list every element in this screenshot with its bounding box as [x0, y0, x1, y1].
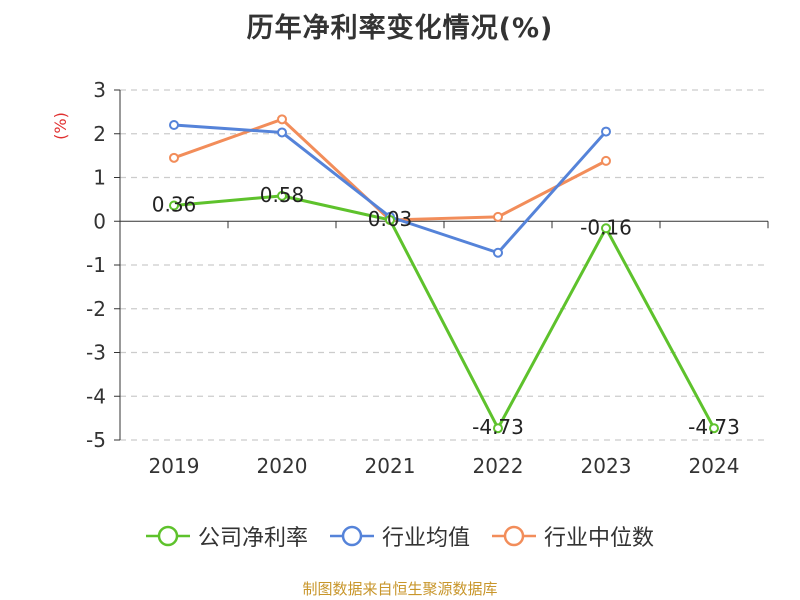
legend: 公司净利率 行业均值 行业中位数: [0, 520, 800, 552]
data-point: [169, 200, 179, 211]
x-tick-label: 2020: [257, 454, 308, 478]
y-tick-label: 1: [93, 166, 106, 190]
y-tick-label: -2: [86, 297, 106, 321]
y-axis-label: (%): [51, 112, 70, 140]
x-tick-label: 2024: [689, 454, 740, 478]
x-tick-label: 2019: [149, 454, 200, 478]
data-point: [709, 423, 719, 434]
series-line: [173, 194, 716, 430]
y-tick-label: 2: [93, 122, 106, 146]
data-point: [493, 423, 503, 434]
data-point: [277, 127, 287, 138]
legend-marker: [503, 525, 525, 547]
legend-marker: [157, 525, 179, 547]
series-line: [173, 123, 608, 255]
data-point: [493, 247, 503, 258]
legend-label: 行业均值: [381, 526, 470, 551]
legend-label: 行业中位数: [544, 526, 655, 551]
legend-item[interactable]: 行业均值: [329, 520, 470, 552]
data-point: [493, 211, 503, 222]
y-tick-label: 3: [93, 78, 106, 102]
data-point: [169, 120, 179, 130]
data-point: [169, 152, 179, 163]
legend-swatch-icon: [329, 525, 374, 547]
grid-lines: [120, 89, 768, 441]
data-label: 0.58: [260, 183, 305, 207]
legend-swatch-icon: [145, 525, 190, 547]
data-point: [277, 114, 287, 125]
data-point: [277, 190, 287, 201]
x-tick-label: 2023: [581, 454, 632, 478]
data-label: 0.03: [368, 207, 413, 231]
data-point: [601, 155, 611, 166]
data-label: -4.73: [688, 415, 740, 439]
source-note: 制图数据来自恒生聚源数据库: [302, 580, 498, 598]
data-label: -4.73: [472, 415, 524, 439]
data-label: -0.16: [580, 215, 632, 239]
legend-marker: [341, 525, 363, 547]
legend-item[interactable]: 公司净利率: [145, 520, 308, 552]
data-point: [601, 223, 611, 234]
data-point: [385, 214, 395, 225]
y-tick-label: -4: [86, 384, 106, 408]
y-tick-label: -1: [86, 253, 106, 277]
x-tick-label: 2022: [473, 454, 524, 478]
y-tick-label: 0: [93, 209, 106, 233]
legend-label: 公司净利率: [197, 526, 308, 551]
chart-title: 历年净利率变化情况(%): [246, 13, 554, 44]
data-label: 0.36: [152, 193, 197, 217]
legend-swatch-icon: [492, 525, 536, 547]
series-group: [169, 114, 719, 434]
y-tick-label: -5: [86, 428, 106, 452]
data-labels: 0.36 0.58 0.03 -4.73 -0.16 -4.73: [152, 183, 740, 439]
axes: 3 2 1 0 -1 -2 -3 -4 -5 2019 2020 2021 2022 2023 2024 (%…: [51, 78, 769, 478]
x-tick-label: 2021: [365, 454, 416, 478]
y-tick-label: -3: [86, 341, 106, 365]
data-point: [601, 126, 611, 137]
legend-item[interactable]: 行业中位数: [492, 520, 654, 552]
